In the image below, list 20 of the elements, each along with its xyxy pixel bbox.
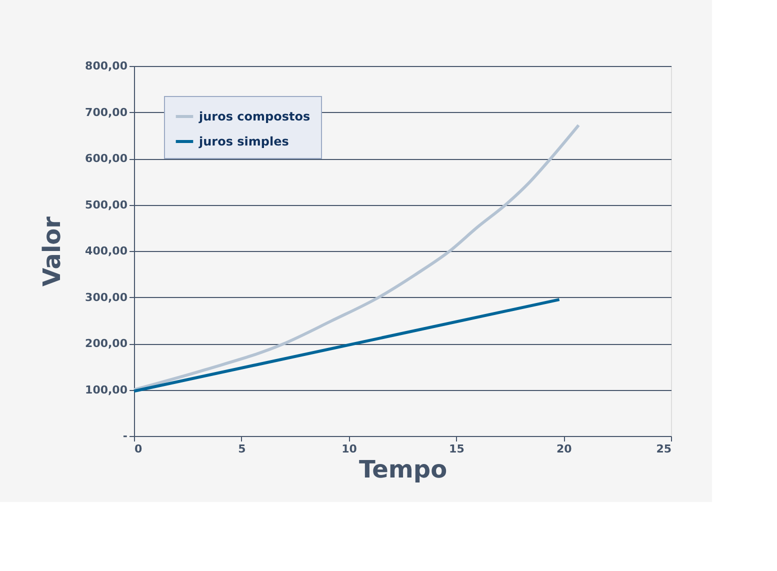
- x-axis-title: Tempo: [358, 456, 448, 484]
- y-tick-label: 800,00: [85, 60, 128, 72]
- x-tick-label: 15: [449, 442, 464, 456]
- x-tick-label: 20: [556, 442, 572, 456]
- y-tick-label: 200,00: [85, 337, 128, 350]
- y-tick-label: 400,00: [85, 244, 128, 258]
- y-tick-label: -: [122, 430, 128, 442]
- y-axis-title: Valor: [38, 216, 66, 287]
- y-tick-label: 500,00: [85, 198, 128, 212]
- x-tick-label: 25: [656, 442, 672, 456]
- y-tick-label: 100,00: [85, 383, 128, 396]
- legend-label: juros simples: [198, 134, 289, 148]
- x-tick-label: 0: [134, 442, 142, 456]
- y-tick-label: 300,00: [85, 290, 128, 304]
- x-tick-label: 5: [238, 442, 246, 456]
- y-tick-label: 600,00: [85, 152, 128, 165]
- line-series: [132, 124, 580, 392]
- legend-label: juros compostos: [198, 110, 310, 124]
- y-tick-label: 700,00: [85, 106, 128, 119]
- x-tick-label: 10: [342, 442, 358, 456]
